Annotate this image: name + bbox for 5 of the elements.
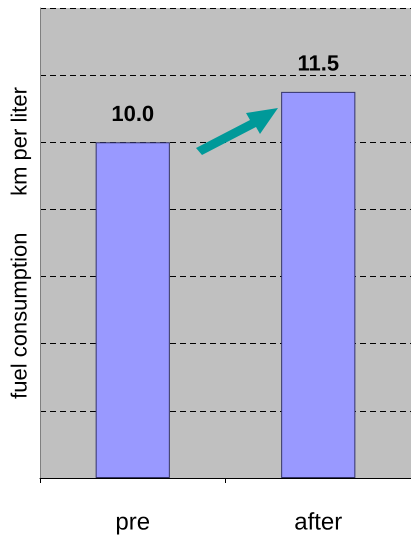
y-axis-title: fuel consumption km per liter <box>6 87 32 399</box>
data-label: 11.5 <box>297 50 340 76</box>
x-tick-label: after <box>294 508 342 536</box>
x-tick-label: pre <box>115 508 150 536</box>
data-label: 10.0 <box>111 100 154 126</box>
